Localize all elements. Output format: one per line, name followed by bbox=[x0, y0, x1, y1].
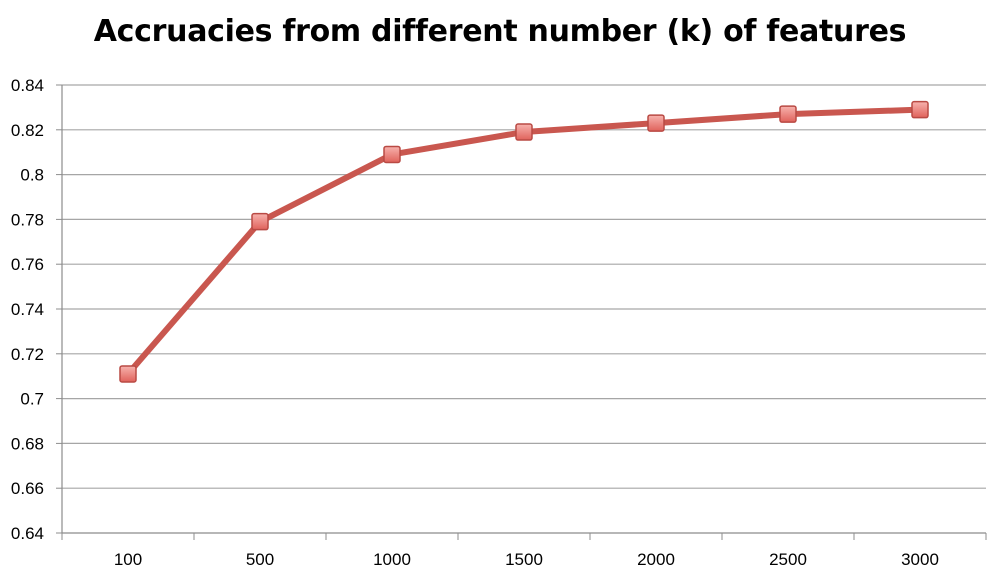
y-tick-label: 0.78 bbox=[11, 210, 44, 229]
y-tick-label: 0.84 bbox=[11, 76, 44, 95]
x-tick-label: 2000 bbox=[637, 550, 675, 569]
x-tick-label: 100 bbox=[114, 550, 142, 569]
data-point-marker bbox=[251, 212, 269, 231]
y-axis-tick-labels: 0.64 0.66 0.68 0.7 0.72 0.74 0.76 0.78 0.8 0.82 0.… bbox=[11, 76, 44, 543]
y-tick-label: 0.66 bbox=[11, 479, 44, 498]
data-point-marker bbox=[911, 100, 929, 119]
y-tick-label: 0.8 bbox=[20, 166, 44, 185]
y-tick-label: 0.72 bbox=[11, 345, 44, 364]
data-point-marker bbox=[383, 145, 401, 164]
y-tick-label: 0.82 bbox=[11, 121, 44, 140]
series-line bbox=[125, 106, 923, 377]
data-point-marker bbox=[647, 114, 665, 132]
gridlines bbox=[62, 84, 986, 489]
data-point-marker bbox=[779, 105, 797, 123]
chart-title: Accruacies from different number (k) of … bbox=[93, 14, 907, 49]
series-accuracy bbox=[119, 100, 929, 383]
y-tick-label: 0.64 bbox=[11, 524, 44, 543]
axes bbox=[56, 84, 987, 540]
x-tick-label: 500 bbox=[246, 550, 274, 569]
x-tick-label: 2500 bbox=[769, 550, 807, 569]
y-tick-label: 0.7 bbox=[20, 390, 44, 409]
x-axis-tick-labels: 100 500 1000 1500 2000 2500 3000 bbox=[114, 550, 939, 569]
x-tick-label: 1500 bbox=[505, 550, 543, 569]
y-tick-label: 0.74 bbox=[11, 300, 44, 319]
y-tick-label: 0.76 bbox=[11, 255, 44, 274]
x-tick-label: 1000 bbox=[373, 550, 411, 569]
x-tick-label: 3000 bbox=[901, 550, 939, 569]
data-point-marker bbox=[119, 365, 137, 383]
data-point-marker bbox=[515, 123, 533, 141]
y-tick-label: 0.68 bbox=[11, 434, 44, 453]
